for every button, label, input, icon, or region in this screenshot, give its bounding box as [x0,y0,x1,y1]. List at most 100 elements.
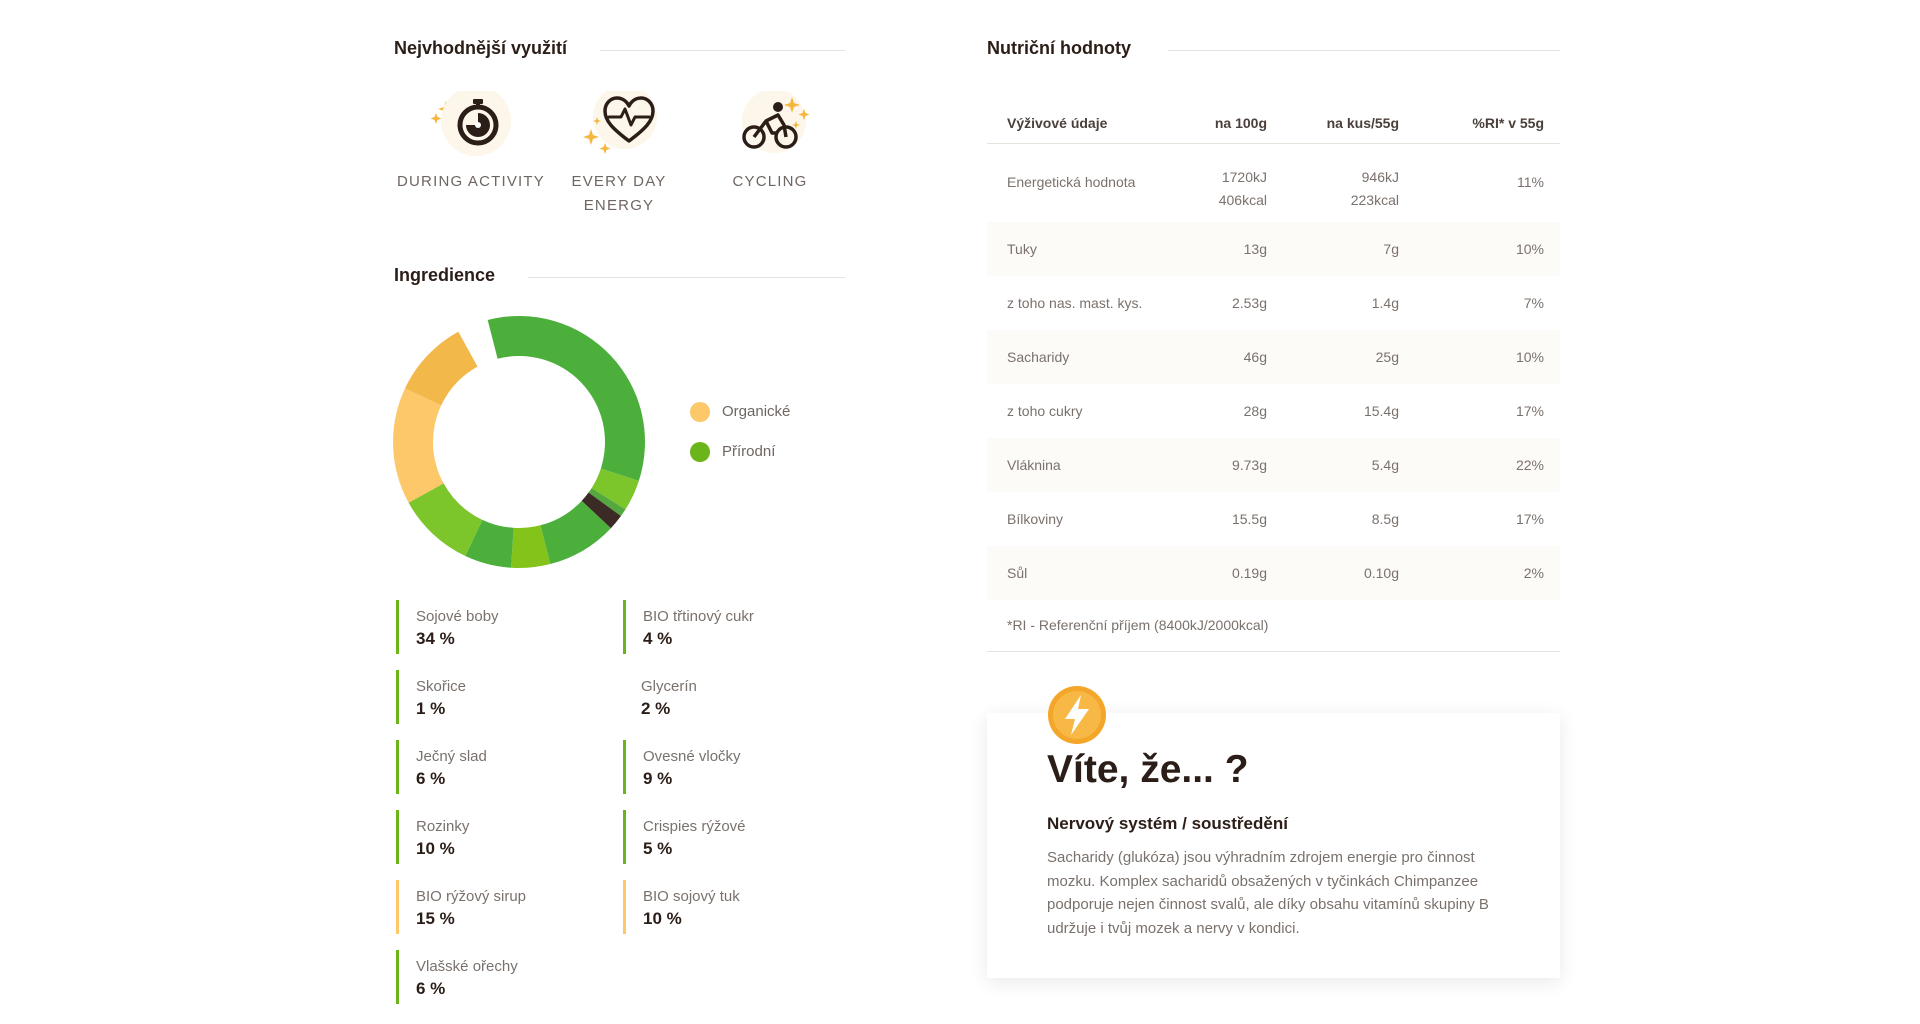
nutrition-section-divider [1168,50,1560,51]
nutrient-name: z toho cukry [1007,403,1083,419]
ingredient-name: Sojové boby [416,608,499,625]
ingredient-item: BIO rýžový sirup 15 % [396,880,596,934]
ingredient-name: BIO třtinový cukr [643,608,754,625]
nutrient-name: z toho nas. mast. kys. [1007,295,1143,311]
nutrient-name: Vláknina [1007,457,1061,473]
value-per-100g: 15.5g [1231,511,1267,527]
table-row: z toho nas. mast. kys. 2.53g 1.4g 7% [987,276,1560,330]
value-ri: 17% [1515,403,1544,419]
table-row: Sacharidy 46g 25g 10% [987,330,1560,384]
donut-segment [404,331,478,406]
ingredient-item: BIO sojový tuk 10 % [623,880,823,934]
ingredient-percent: 6 % [416,769,446,788]
ingredient-item: Rozinky 10 % [396,810,596,864]
ingredient-color-bar [623,880,626,934]
ingredient-item: Glycerín 2 % [623,670,823,724]
ingredients-donut-chart [393,316,645,568]
card-text: Sacharidy (glukóza) jsou výhradním zdroj… [1047,849,1489,937]
ingredient-color-bar [396,670,399,724]
ingredient-percent: 10 % [643,909,682,928]
table-row: Bílkoviny 15.5g 8.5g 17% [987,492,1560,546]
ingredient-item: Ječný slad 6 % [396,740,596,794]
donut-segment [588,488,626,517]
ingredient-item: BIO třtinový cukr 4 % [623,600,823,654]
energy-per-piece-kj: 946kJ [1361,169,1399,185]
ingredient-percent: 9 % [643,769,673,788]
value-per-100g: 46g [1243,349,1267,365]
usage-item-cycling: CYCLING [695,86,845,194]
usage-item-during-activity: DURING ACTIVITY [396,86,546,194]
ingredient-color-bar [396,880,399,934]
table-row: Sůl 0.19g 0.10g 2% [987,546,1560,600]
nutrition-table-header: Výživové údaje na 100g na kus/55g %RI* v… [987,100,1560,146]
value-per-100g: 2.53g [1231,295,1267,311]
value-per-piece: 7g [1383,241,1399,257]
value-per-100g: 9.73g [1231,457,1267,473]
table-row: Tuky 13g 7g 10% [987,222,1560,276]
header-nutrient: Výživové údaje [1007,115,1108,131]
ingredient-color-bar [623,600,626,654]
ingredient-item: Skořice 1 % [396,670,596,724]
ingredient-item: Vlašské ořechy 6 % [396,950,596,1004]
ingredient-percent: 2 % [641,699,671,718]
value-ri: 7% [1523,295,1544,311]
table-bottom-divider [987,651,1560,652]
ingredient-name: Crispies rýžové [643,818,746,835]
cyclist-icon [695,86,845,166]
ingredient-name: Glycerín [641,678,697,695]
ingredient-percent: 4 % [643,629,673,648]
usage-item-every-day-energy: EVERY DAY ENERGY [544,86,694,218]
energy-per-100g-kj: 1720kJ [1221,169,1267,185]
energy-per-100g: 1720kJ 406kcal [1187,152,1267,212]
donut-segment [511,525,551,568]
ingredient-color-bar [396,600,399,654]
ingredient-percent: 6 % [416,979,446,998]
ingredient-item: Sojové boby 34 % [396,600,596,654]
ingredient-color-bar [623,740,626,794]
value-per-piece: 15.4g [1363,403,1399,419]
ingredient-name: Ovesné vločky [643,748,741,765]
ingredient-item: Crispies rýžové 5 % [623,810,823,864]
nutrient-name: Energetická hodnota [1007,174,1136,190]
header-ri: %RI* v 55g [1472,115,1544,131]
ingredient-name: Ječný slad [416,748,487,765]
value-per-piece: 8.5g [1371,511,1399,527]
card-title: Víte, že... ? [1047,748,1249,791]
table-row: Vláknina 9.73g 5.4g 22% [987,438,1560,492]
nutrition-footnote: *RI - Referenční příjem (8400kJ/2000kcal… [1007,617,1269,633]
value-ri: 10% [1515,349,1544,365]
ingredient-name: BIO sojový tuk [643,888,740,905]
ingredient-color-bar [396,950,399,1004]
value-per-100g: 13g [1243,241,1267,257]
ingredient-name: BIO rýžový sirup [416,888,527,905]
nutrient-name: Bílkoviny [1007,511,1064,527]
ingredient-percent: 15 % [416,909,455,928]
stopwatch-icon [396,86,546,166]
nutrient-name: Sacharidy [1007,349,1070,365]
ingredient-color-bar [396,810,399,864]
value-per-100g: 28g [1243,403,1267,419]
nutrition-section-title: Nutriční hodnoty [987,38,1131,58]
energy-per-piece: 946kJ 223kcal [1277,152,1399,212]
energy-per-piece-kcal: 223kcal [1350,192,1399,208]
donut-segment [540,500,611,565]
value-per-piece: 1.4g [1371,295,1399,311]
donut-segment [581,492,621,529]
energy-ri: 11% [1517,174,1544,190]
table-row-energy: Energetická hodnota 1720kJ 406kcal 946kJ… [987,152,1560,212]
ingredient-name: Vlašské ořechy [416,958,518,975]
value-per-piece: 5.4g [1371,457,1399,473]
nutrient-name: Sůl [1007,565,1028,581]
ingredient-percent: 5 % [643,839,673,858]
value-ri: 2% [1523,565,1544,581]
donut-segment [393,388,444,503]
heart-pulse-icon [544,86,694,166]
donut-segment [487,316,645,481]
ingredient-percent: 10 % [416,839,455,858]
legend-label: Přírodní [722,443,776,460]
legend-dot-organic [690,402,710,422]
legend-dot-natural [690,442,710,462]
usage-section-divider [600,50,845,51]
ingredient-color-bar [396,740,399,794]
ingredient-name: Skořice [416,678,467,695]
